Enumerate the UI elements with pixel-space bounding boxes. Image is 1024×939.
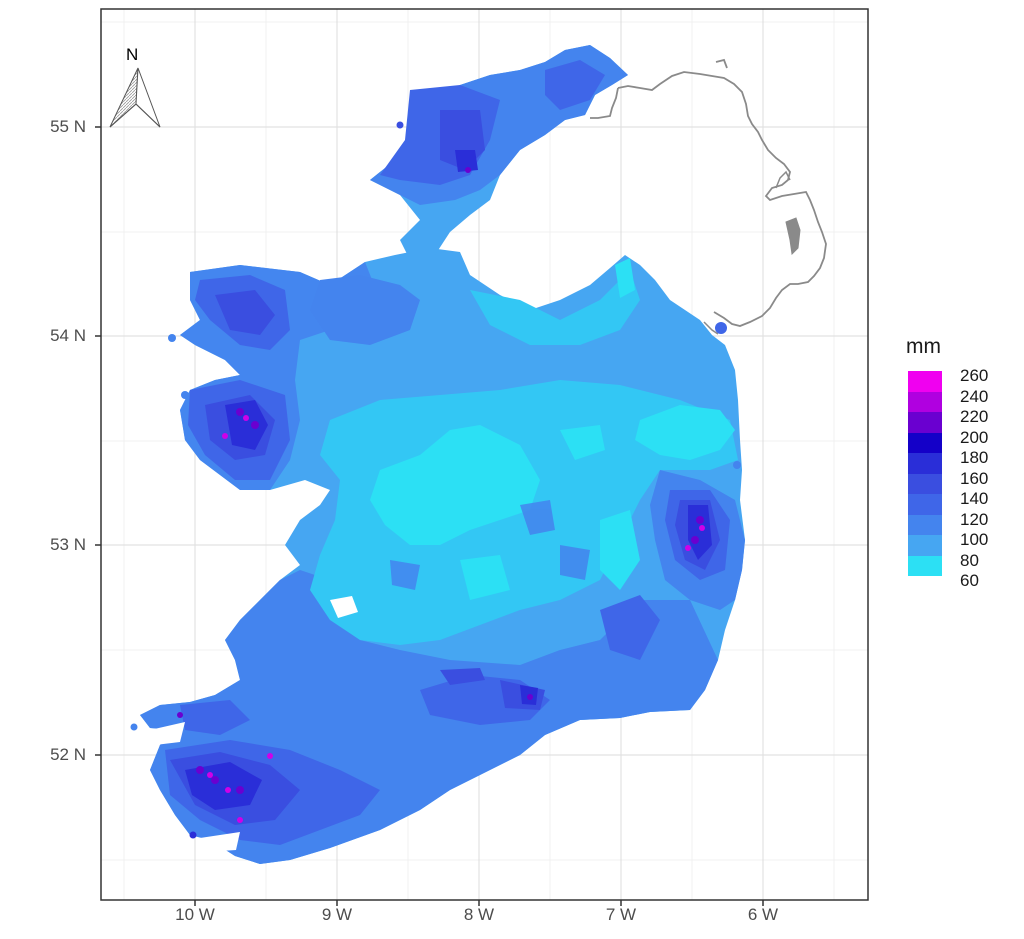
legend-label: 260 [960, 366, 989, 385]
legend-swatch [908, 473, 942, 494]
legend-label: 80 [960, 551, 979, 570]
north-arrow-icon [109, 67, 161, 128]
legend-label: 100 [960, 530, 989, 549]
legend-swatch [908, 432, 942, 453]
ireland-rainfall-surface [130, 45, 745, 864]
x-tick-label-10w: 10 W [175, 905, 215, 924]
legend-label: 240 [960, 387, 989, 406]
northern-ireland-outline [590, 71, 827, 327]
panel-border [100, 8, 869, 901]
color-legend: mm 260 240 220 200 180 160 140 120 100 8… [906, 335, 1016, 595]
legend-label: 60 [960, 571, 979, 590]
legend-title: mm [906, 335, 941, 358]
x-tick-label-6w: 6 W [747, 905, 779, 924]
legend-swatch [908, 453, 942, 474]
x-tick-label-9w: 9 W [321, 905, 353, 924]
x-tick-label-7w: 7 W [605, 905, 637, 924]
legend-swatch [908, 514, 942, 535]
y-tick-label-54n: 54 N [50, 326, 86, 345]
y-tick-label-53n: 53 N [50, 535, 86, 554]
legend-swatch [908, 555, 942, 576]
legend-label: 120 [960, 510, 989, 529]
legend-swatch [908, 535, 942, 556]
legend-label: 220 [960, 407, 989, 426]
legend-swatch [908, 371, 942, 392]
legend-colorbar [908, 371, 942, 576]
north-arrow-label: N [126, 45, 139, 64]
legend-label: 180 [960, 448, 989, 467]
axis-ticks [95, 126, 764, 906]
legend-label: 140 [960, 489, 989, 508]
legend-label: 160 [960, 469, 989, 488]
legend-label: 200 [960, 428, 989, 447]
y-tick-label-55n: 55 N [50, 117, 86, 136]
legend-swatch [908, 412, 942, 433]
legend-swatch [908, 494, 942, 515]
legend-swatch [908, 391, 942, 412]
y-tick-label-52n: 52 N [50, 745, 86, 764]
x-tick-label-8w: 8 W [463, 905, 495, 924]
